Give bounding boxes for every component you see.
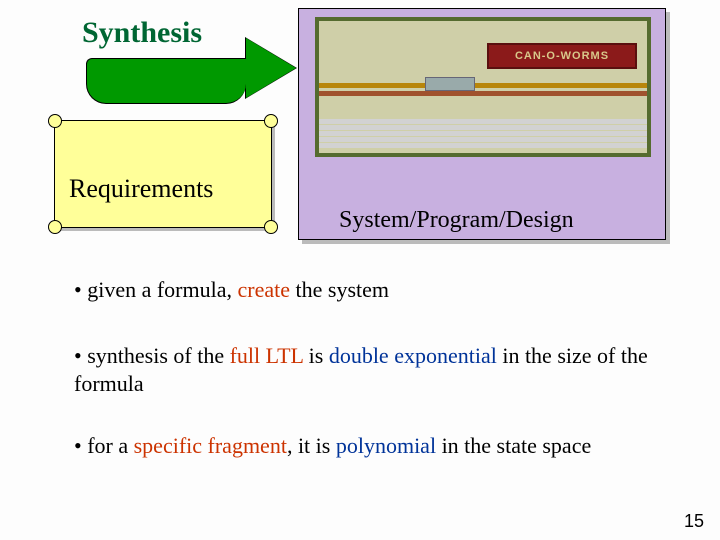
chip-stripe	[319, 83, 647, 88]
bullet-text: in the state space	[436, 433, 591, 458]
scroll-curl-icon	[48, 220, 62, 234]
bullet-text: • given a formula,	[74, 277, 238, 302]
bullet-item: • for a specific fragment, it is polynom…	[74, 432, 664, 460]
chip-small-block	[425, 77, 475, 91]
highlight-text: create	[238, 277, 291, 302]
scroll-curl-icon	[264, 220, 278, 234]
arrow-head-icon	[246, 38, 296, 98]
chip-stripe	[319, 137, 647, 142]
bullet-item: • synthesis of the full LTL is double ex…	[74, 342, 664, 397]
chip-stripe	[319, 131, 647, 136]
chip-stripe	[319, 125, 647, 130]
slide: Synthesis Requirements CAN-O-WORMS Syste…	[0, 0, 720, 540]
arrow-body	[86, 58, 246, 104]
page-number: 15	[684, 511, 704, 532]
requirements-scroll: Requirements	[54, 120, 272, 228]
bullet-text: , it is	[287, 433, 336, 458]
highlight-text: double exponential	[329, 343, 497, 368]
scroll-curl-icon	[48, 114, 62, 128]
bullet-text: • synthesis of the	[74, 343, 230, 368]
chip-stripe	[319, 91, 647, 96]
requirements-label: Requirements	[55, 175, 213, 204]
chip-stripe	[319, 119, 647, 124]
system-caption: System/Program/Design	[339, 207, 574, 234]
highlight-text: full LTL	[230, 343, 304, 368]
system-panel: CAN-O-WORMS System/Program/Design	[298, 8, 666, 240]
bullet-text: is	[303, 343, 329, 368]
highlight-text: specific fragment	[134, 433, 287, 458]
bullet-text: • for a	[74, 433, 134, 458]
chip-stripe	[319, 143, 647, 148]
chip-red-label: CAN-O-WORMS	[487, 43, 637, 69]
bullet-item: • given a formula, create the system	[74, 276, 664, 304]
chip-image: CAN-O-WORMS	[315, 17, 651, 157]
highlight-text: polynomial	[336, 433, 436, 458]
slide-title: Synthesis	[82, 16, 202, 50]
scroll-curl-icon	[264, 114, 278, 128]
bullet-text: the system	[290, 277, 389, 302]
